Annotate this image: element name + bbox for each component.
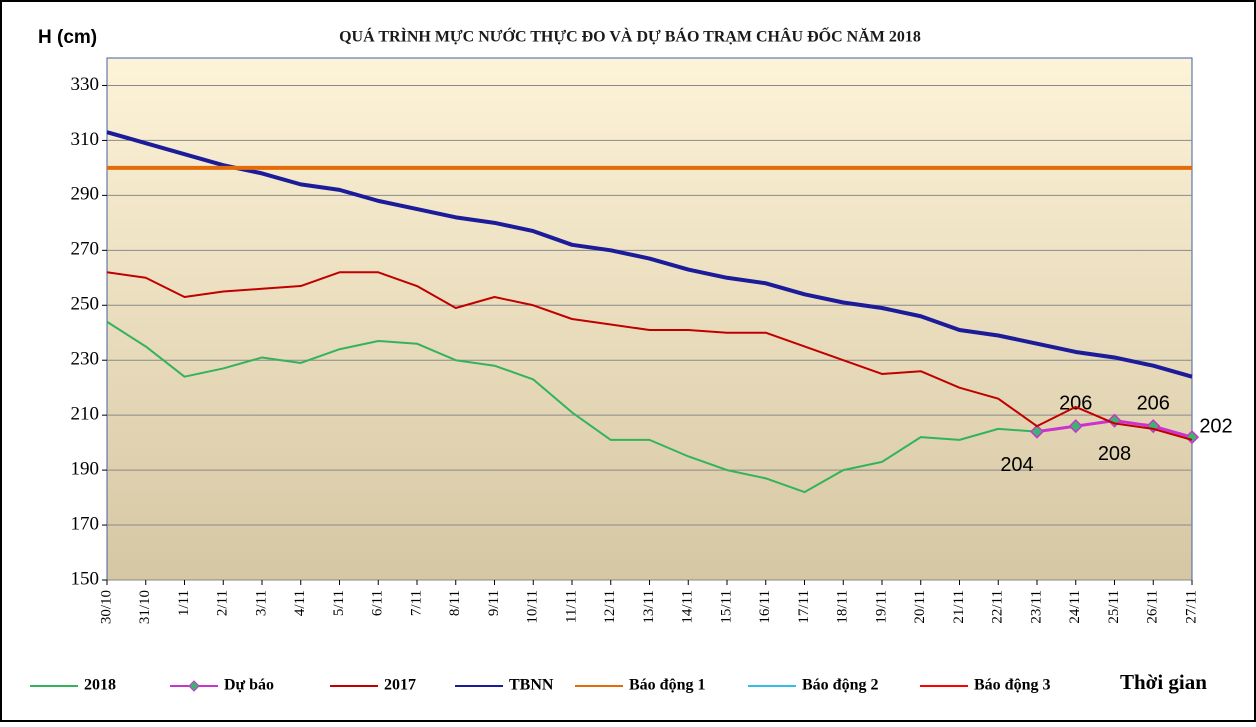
x-tick-label: 16/11: [757, 590, 773, 624]
x-axis-label: Thời gian: [1120, 670, 1207, 694]
data-label: 204: [1000, 454, 1033, 476]
x-tick-label: 27/11: [1183, 590, 1199, 624]
y-tick-label: 250: [71, 294, 100, 315]
x-tick-label: 15/11: [718, 590, 734, 624]
legend-marker: [188, 680, 200, 692]
plot-area: [106, 57, 1193, 581]
series-line: [106, 271, 1193, 441]
x-tick-label: 22/11: [990, 590, 1006, 624]
marker: [1184, 430, 1200, 445]
marker: [1107, 413, 1122, 428]
marker: [1068, 419, 1083, 434]
legend-label: Báo động 2: [802, 677, 878, 694]
x-tick-label: 17/11: [796, 590, 812, 624]
legend-label: Dự báo: [224, 677, 274, 694]
y-tick-label: 150: [71, 568, 100, 589]
x-tick-label: 6/11: [370, 590, 386, 616]
x-tick-label: 23/11: [1028, 590, 1044, 624]
x-tick-label: 21/11: [951, 590, 967, 624]
chart-title: QUÁ TRÌNH MỰC NƯỚC THỰC ĐO VÀ DỰ BÁO TRẠ…: [339, 26, 921, 46]
x-tick-label: 24/11: [1067, 590, 1083, 624]
y-tick-label: 270: [71, 239, 100, 260]
legend-label: 2017: [384, 677, 416, 694]
y-tick-label: 310: [71, 129, 100, 150]
marker: [1029, 424, 1045, 439]
x-tick-label: 2/11: [215, 590, 231, 616]
legend-label: Báo động 3: [974, 677, 1050, 694]
x-tick-label: 4/11: [292, 590, 308, 616]
x-tick-label: 9/11: [486, 590, 502, 616]
data-label: 206: [1059, 392, 1092, 414]
x-tick-label: 7/11: [408, 590, 424, 616]
y-tick-label: 290: [71, 184, 100, 205]
x-tick-label: 3/11: [253, 590, 269, 616]
x-tick-label: 19/11: [873, 590, 889, 624]
x-tick-label: 11/11: [563, 590, 579, 623]
y-axis-label: H (cm): [38, 27, 97, 48]
x-tick-label: 18/11: [835, 590, 851, 624]
y-tick-label: 190: [71, 458, 100, 479]
series-line: [106, 130, 1193, 379]
legend-label: Báo động 1: [629, 677, 705, 694]
data-label: 206: [1137, 392, 1170, 414]
legend-label: TBNN: [509, 677, 554, 694]
x-tick-label: 5/11: [331, 590, 347, 616]
data-label: 208: [1098, 443, 1131, 465]
x-tick-label: 13/11: [641, 590, 657, 624]
x-tick-label: 8/11: [447, 590, 463, 616]
x-tick-label: 20/11: [912, 590, 928, 624]
series-line: [106, 320, 1038, 494]
x-tick-label: 25/11: [1106, 590, 1122, 624]
data-label: 202: [1199, 415, 1232, 437]
x-tick-label: 31/10: [137, 590, 153, 624]
y-tick-label: 330: [71, 74, 100, 95]
y-tick-label: 210: [71, 404, 100, 425]
x-tick-label: 10/11: [525, 590, 541, 624]
y-tick-label: 230: [71, 349, 100, 370]
legend-label: 2018: [84, 677, 116, 694]
x-tick-label: 14/11: [680, 590, 696, 624]
x-tick-label: 30/10: [98, 590, 114, 624]
x-tick-label: 1/11: [176, 590, 192, 616]
x-tick-label: 12/11: [602, 590, 618, 624]
y-tick-label: 170: [71, 513, 100, 534]
x-tick-label: 26/11: [1145, 590, 1161, 624]
